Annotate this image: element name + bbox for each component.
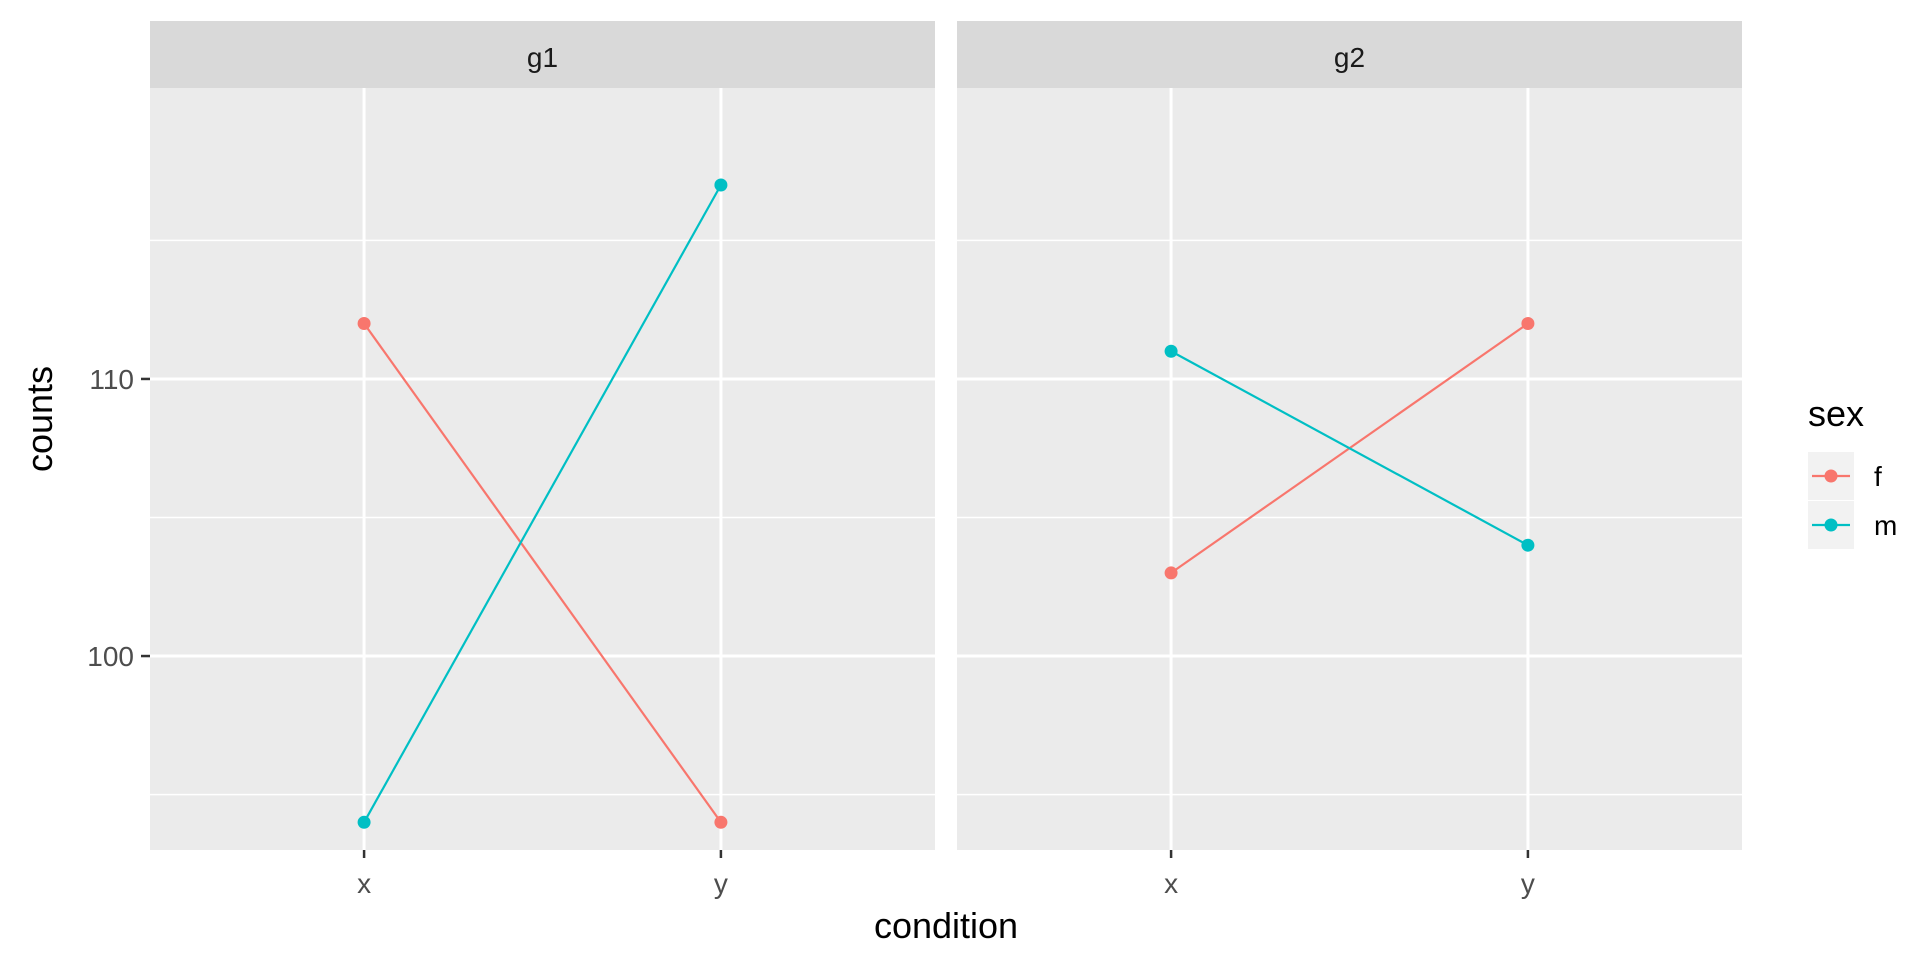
panel-background xyxy=(957,88,1742,850)
panel-g2: g2 x y xyxy=(957,21,1742,899)
y-axis-title: counts xyxy=(19,366,60,472)
data-point-m xyxy=(1521,538,1535,552)
facet-strip xyxy=(150,21,935,88)
legend-key-point xyxy=(1824,469,1838,483)
legend-item-m: m xyxy=(1808,501,1897,549)
legend-title: sex xyxy=(1808,393,1864,434)
x-tick-label: x xyxy=(357,868,371,899)
series-line-m xyxy=(1170,350,1529,547)
data-point-m xyxy=(714,178,728,192)
legend-item-f: f xyxy=(1808,452,1882,500)
data-point-f xyxy=(1164,566,1178,580)
facet-strip-label: g1 xyxy=(527,42,558,73)
y-tick-label: 110 xyxy=(89,364,134,395)
x-tick-label: y xyxy=(1521,868,1535,899)
data-point-f xyxy=(714,815,728,829)
data-point-m xyxy=(1164,344,1178,358)
panel-background xyxy=(150,88,935,850)
legend-label: m xyxy=(1874,510,1897,541)
x-axis-title: condition xyxy=(874,905,1018,946)
series-line-f xyxy=(363,322,722,823)
legend-key-point xyxy=(1824,518,1838,532)
x-tick-label: y xyxy=(714,868,728,899)
y-axis: 100 110 xyxy=(87,364,150,672)
legend-label: f xyxy=(1874,461,1882,492)
legend: sex fm xyxy=(1808,393,1897,549)
facet-strip xyxy=(957,21,1742,88)
series-line-m xyxy=(363,184,722,823)
facet-strip-label: g2 xyxy=(1334,42,1365,73)
data-point-f xyxy=(1521,317,1535,331)
panel-g1: g1 x y xyxy=(150,21,935,899)
data-point-f xyxy=(357,317,371,331)
y-tick-label: 100 xyxy=(87,641,134,672)
panels-layer: g1 x y g2 x y xyxy=(150,21,1742,899)
x-tick-label: x xyxy=(1164,868,1178,899)
data-point-m xyxy=(357,815,371,829)
